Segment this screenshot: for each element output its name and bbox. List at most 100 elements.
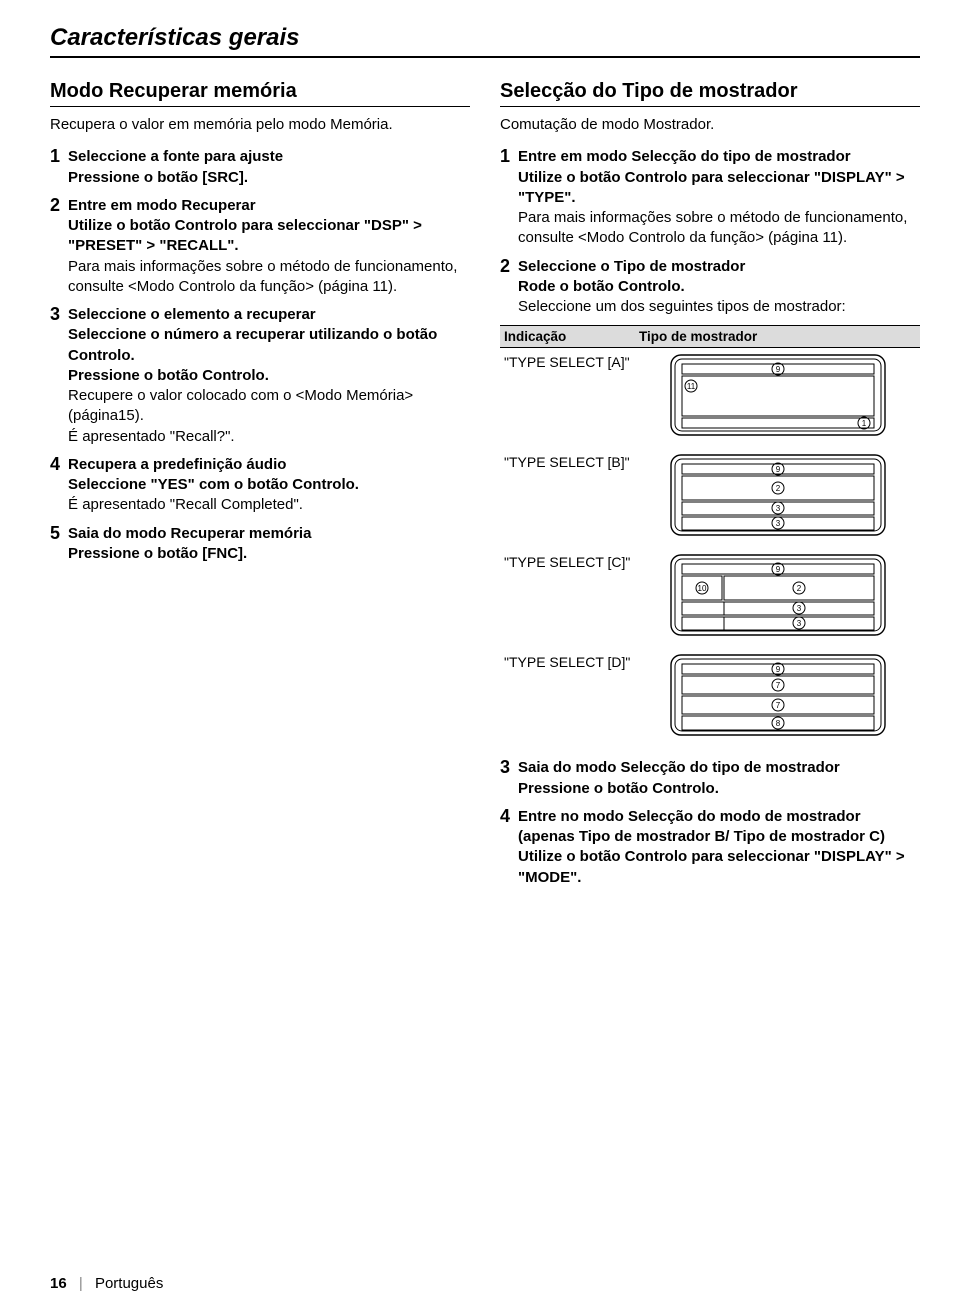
svg-text:2: 2: [796, 584, 801, 593]
table-body: "TYPE SELECT [A]" 9 11 1 "TYPE SELECT [B…: [500, 348, 920, 748]
left-intro: Recupera o valor em memória pelo modo Me…: [50, 115, 470, 135]
step-body: Seleccione o Tipo de mostradorRode o bot…: [518, 257, 846, 318]
svg-text:3: 3: [796, 619, 801, 628]
table-header-indicacao: Indicação: [500, 326, 635, 347]
right-column: Selecção do Tipo de mostrador Comutação …: [500, 80, 920, 896]
step-line: É apresentado "Recall?".: [68, 427, 470, 447]
step-body: Seleccione a fonte para ajustePressione …: [68, 147, 283, 188]
step-line: Seleccione o elemento a recuperar: [68, 305, 470, 325]
display-type-diagram-icon: 9 11 1: [668, 352, 888, 438]
step-line: Seleccione o número a recuperar utilizan…: [68, 325, 470, 366]
step-line: Pressione o botão Controlo.: [68, 366, 470, 386]
table-cell-label: "TYPE SELECT [B]": [500, 452, 635, 472]
display-type-diagram-icon: 9 2 3 3: [668, 452, 888, 538]
table-cell-diagram: 9 2 3 3: [635, 452, 920, 538]
footer-separator: |: [79, 1275, 83, 1292]
table-cell-diagram: 9 7 7 8: [635, 652, 920, 738]
step: 2 Entre em modo RecuperarUtilize o botão …: [50, 196, 470, 297]
step: 1 Entre em modo Selecção do tipo de mostr…: [500, 147, 920, 248]
step-line: Pressione o botão [SRC].: [68, 168, 283, 188]
svg-text:9: 9: [775, 565, 780, 574]
step-number: 4: [50, 455, 60, 475]
step-line: Entre em modo Recuperar: [68, 196, 470, 216]
step-line: Seleccione a fonte para ajuste: [68, 147, 283, 167]
two-column-layout: Modo Recuperar memória Recupera o valor …: [50, 80, 920, 896]
step-line: Seleccione o Tipo de mostrador: [518, 257, 846, 277]
step-line: Pressione o botão Controlo.: [518, 779, 840, 799]
svg-text:3: 3: [775, 519, 780, 528]
step: 4 Entre no modo Selecção do modo de mostr…: [500, 807, 920, 888]
svg-text:2: 2: [775, 484, 780, 493]
step-body: Recupera a predefinição áudioSeleccione …: [68, 455, 359, 516]
right-heading: Selecção do Tipo de mostrador: [500, 80, 920, 107]
page-title: Características gerais: [50, 24, 920, 58]
step-line: Rode o botão Controlo.: [518, 277, 846, 297]
step-body: Saia do modo Recuperar memóriaPressione …: [68, 524, 311, 565]
step: 1 Seleccione a fonte para ajustePressione…: [50, 147, 470, 188]
svg-text:7: 7: [775, 701, 780, 710]
step-body: Seleccione o elemento a recuperarSelecci…: [68, 305, 470, 447]
table-row: "TYPE SELECT [C]" 9 10 2 3 3: [500, 548, 920, 648]
svg-text:10: 10: [697, 584, 706, 593]
step-body: Entre em modo Selecção do tipo de mostra…: [518, 147, 920, 248]
table-cell-label: "TYPE SELECT [A]": [500, 352, 635, 372]
left-heading: Modo Recuperar memória: [50, 80, 470, 107]
display-type-diagram-icon: 9 10 2 3 3: [668, 552, 888, 638]
display-type-diagram-icon: 9 7 7 8: [668, 652, 888, 738]
step-number: 3: [50, 305, 60, 325]
svg-text:3: 3: [775, 504, 780, 513]
step-line: Saia do modo Recuperar memória: [68, 524, 311, 544]
step-line: Utilize o botão Controlo para selecciona…: [68, 216, 470, 257]
step-number: 2: [500, 257, 510, 277]
table-cell-label: "TYPE SELECT [D]": [500, 652, 635, 672]
svg-text:9: 9: [775, 465, 780, 474]
right-steps-2: 3 Saia do modo Selecção do tipo de mostra…: [500, 758, 920, 888]
step-line: Seleccione "YES" com o botão Controlo.: [68, 475, 359, 495]
svg-text:8: 8: [775, 719, 780, 728]
svg-text:11: 11: [686, 382, 695, 391]
footer-language: Português: [95, 1275, 163, 1292]
left-steps: 1Seleccione a fonte para ajustePressione…: [50, 147, 470, 564]
step-number: 4: [500, 807, 510, 827]
step-line: Pressione o botão [FNC].: [68, 544, 311, 564]
page-footer: 16 | Português: [50, 1275, 163, 1292]
step: 4 Recupera a predefinição áudioSeleccione…: [50, 455, 470, 516]
right-steps-1: 1 Entre em modo Selecção do tipo de mostr…: [500, 147, 920, 317]
step-line: Entre no modo Selecção do modo de mostra…: [518, 807, 920, 848]
left-column: Modo Recuperar memória Recupera o valor …: [50, 80, 470, 896]
step-line: Utilize o botão Controlo para selecciona…: [518, 847, 920, 888]
step-number: 3: [500, 758, 510, 778]
step: 2 Seleccione o Tipo de mostradorRode o bo…: [500, 257, 920, 318]
right-intro: Comutação de modo Mostrador.: [500, 115, 920, 135]
table-cell-diagram: 9 11 1: [635, 352, 920, 438]
step-line: Recupere o valor colocado com o <Modo Me…: [68, 386, 470, 427]
step-body: Entre em modo RecuperarUtilize o botão C…: [68, 196, 470, 297]
step-line: Seleccione um dos seguintes tipos de mos…: [518, 297, 846, 317]
step-body: Entre no modo Selecção do modo de mostra…: [518, 807, 920, 888]
step-line: Saia do modo Selecção do tipo de mostrad…: [518, 758, 840, 778]
step-line: Entre em modo Selecção do tipo de mostra…: [518, 147, 920, 167]
step-line: Recupera a predefinição áudio: [68, 455, 359, 475]
table-cell-diagram: 9 10 2 3 3: [635, 552, 920, 638]
table-row: "TYPE SELECT [A]" 9 11 1: [500, 348, 920, 448]
svg-text:1: 1: [861, 419, 866, 428]
table-header-tipo: Tipo de mostrador: [635, 326, 920, 347]
table-cell-label: "TYPE SELECT [C]": [500, 552, 635, 572]
step: 3 Seleccione o elemento a recuperarSelecc…: [50, 305, 470, 447]
step: 5 Saia do modo Recuperar memóriaPressione…: [50, 524, 470, 565]
table-row: "TYPE SELECT [B]" 9 2 3 3: [500, 448, 920, 548]
step-body: Saia do modo Selecção do tipo de mostrad…: [518, 758, 840, 799]
step-number: 2: [50, 196, 60, 216]
page-number: 16: [50, 1275, 67, 1292]
svg-text:7: 7: [775, 681, 780, 690]
step-line: Utilize o botão Controlo para selecciona…: [518, 168, 920, 209]
step: 3 Saia do modo Selecção do tipo de mostra…: [500, 758, 920, 799]
svg-text:9: 9: [775, 665, 780, 674]
step-line: Para mais informações sobre o método de …: [68, 257, 470, 298]
svg-text:9: 9: [775, 365, 780, 374]
step-number: 1: [500, 147, 510, 167]
step-number: 5: [50, 524, 60, 544]
table-header: Indicação Tipo de mostrador: [500, 325, 920, 348]
step-number: 1: [50, 147, 60, 167]
step-line: É apresentado "Recall Completed".: [68, 495, 359, 515]
